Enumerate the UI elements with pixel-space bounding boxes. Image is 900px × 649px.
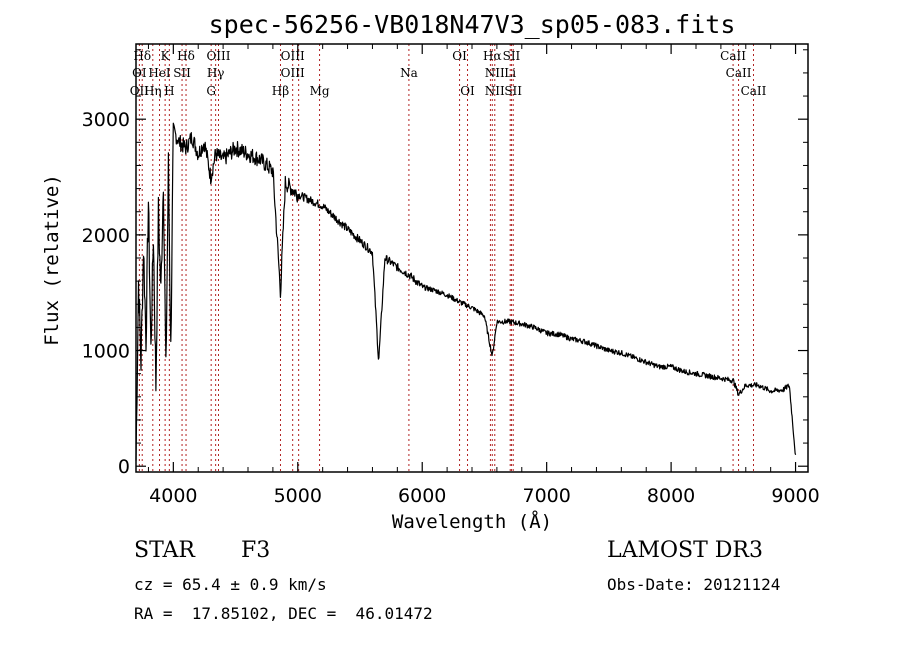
x-tick-label: 5000 — [274, 485, 322, 507]
object-class: STAR — [134, 538, 195, 563]
y-tick-label: 0 — [118, 456, 130, 478]
spectral-line-label: K — [161, 49, 171, 63]
spectral-line-label: NII — [485, 66, 505, 80]
object-subclass: F3 — [241, 538, 271, 563]
spectral-line-label: HeI — [148, 66, 171, 80]
spectral-line-label: Hη — [144, 84, 162, 98]
survey-name: LAMOST DR3 — [607, 538, 763, 563]
spectral-line-label: Hα — [483, 49, 502, 63]
spectral-line-label: Hδ — [133, 49, 151, 63]
spectral-line-label: Hβ — [272, 84, 289, 98]
spectral-line-label: Li — [504, 66, 516, 80]
axis-ticks: 4000 5000 6000 7000 8000 9000 0 1000 2000 3000 — [82, 44, 820, 507]
spectral-line-label: NII — [485, 84, 505, 98]
spectral-line-label: SII — [173, 66, 191, 80]
x-tick-label: 8000 — [647, 485, 695, 507]
spectral-line-label: G — [206, 84, 216, 98]
spectral-line-label: CaII — [741, 84, 767, 98]
x-tick-label: 7000 — [522, 485, 570, 507]
spectral-line-label: H — [164, 84, 174, 98]
chart-title: spec-56256-VB018N47V3_sp05-083.fits — [209, 10, 736, 39]
x-axis-label: Wavelength (Å) — [392, 510, 552, 533]
redshift-cz: cz = 65.4 ± 0.9 km/s — [134, 575, 327, 594]
spectral-line-label: OI — [452, 49, 467, 63]
spectral-line-label: SII — [503, 49, 521, 63]
spectral-line-label: SII — [504, 84, 522, 98]
x-tick-label: 9000 — [771, 485, 819, 507]
spectral-line-label: Mg — [310, 84, 330, 98]
spectral-line-label: CaII — [726, 66, 752, 80]
spectral-line-label: Hδ — [177, 49, 195, 63]
spectral-line-label: OIII — [206, 49, 230, 63]
y-tick-label: 1000 — [82, 341, 130, 363]
spectral-line-label: OIII — [281, 66, 305, 80]
line-markers — [138, 44, 754, 472]
spectral-line-label: OI — [460, 84, 475, 98]
x-tick-label: 4000 — [149, 485, 197, 507]
y-axis-label: Flux (relative) — [41, 174, 63, 346]
x-tick-label: 6000 — [398, 485, 446, 507]
y-tick-label: 3000 — [82, 109, 130, 131]
coordinates: RA = 17.85102, DEC = 46.01472 — [134, 604, 433, 623]
y-tick-label: 2000 — [82, 225, 130, 247]
spectral-line-label: OII — [130, 84, 150, 98]
spectral-line-label: Na — [400, 66, 418, 80]
plot-frame — [135, 43, 809, 473]
flux-series-line — [135, 122, 797, 461]
spectral-line-label: OIII — [281, 49, 305, 63]
spectral-line-label: Hγ — [207, 66, 225, 80]
spectral-line-label: CaII — [720, 49, 746, 63]
observation-date: Obs-Date: 20121124 — [607, 575, 781, 594]
